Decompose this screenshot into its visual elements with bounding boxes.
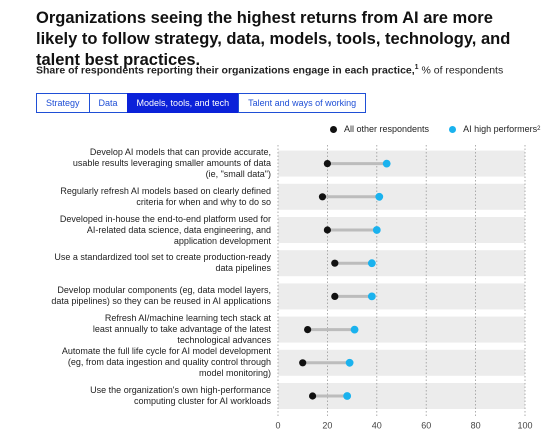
row-label: Regularly refresh AI models based on cle… [21, 186, 271, 208]
x-tick-label: 40 [372, 421, 382, 431]
chart-title: Organizations seeing the highest returns… [36, 9, 511, 69]
row-label-line: Developed in-house the end-to-end platfo… [59, 213, 271, 224]
point-all-other [323, 226, 331, 234]
legend-footnote: 2 [537, 126, 541, 132]
row-label: Develop AI models that can provide accur… [21, 147, 271, 180]
row-band [278, 250, 525, 277]
point-all-other [318, 193, 327, 201]
row-label: Use the organization's own high-performa… [21, 385, 271, 407]
row-band [278, 283, 525, 310]
row-label-line: Regularly refresh AI models based on cle… [60, 185, 271, 196]
point-all-other [331, 259, 339, 267]
row-label-line: least annually to take advantage of the … [92, 324, 271, 335]
x-tick-label: 20 [322, 421, 332, 431]
row-label-line: data pipelines [215, 263, 271, 274]
legend-label-high: AI high performers [463, 124, 538, 134]
subtitle-unit: % of respondents [418, 64, 504, 77]
subtitle-footnote: 1 [414, 64, 419, 71]
subtitle-bold: Share of respondents reporting their org… [36, 64, 415, 77]
legend-dot-other [330, 125, 337, 133]
row-label-line: application development [173, 235, 271, 246]
row-label-line: Automate the full life cycle for AI mode… [61, 346, 271, 357]
row-label: Developed in-house the end-to-end platfo… [21, 214, 271, 247]
x-tick-label: 0 [275, 421, 280, 431]
row-label-line: Develop AI models that can provide accur… [89, 147, 271, 158]
point-all-other [323, 160, 331, 168]
row-label-line: Use the organization's own high-performa… [90, 385, 271, 395]
row-label-line: Develop modular components (eg, data mod… [57, 285, 271, 296]
tab-talent[interactable]: Talent and ways of working [238, 93, 367, 113]
point-high-performer [372, 226, 381, 234]
tab-strategy[interactable]: Strategy [36, 93, 90, 113]
row-label-line: Use a standardized tool set to create pr… [54, 252, 271, 263]
point-high-performer [343, 392, 352, 400]
row-label: Refresh AI/machine learning tech stack a… [21, 313, 271, 346]
row-label: Develop modular components (eg, data mod… [21, 285, 271, 307]
row-label-line: (eg, from data ingestion and quality con… [67, 357, 271, 368]
row-label-line: usable results leveraging smaller amount… [72, 158, 271, 169]
legend-label-other: All other respondents [344, 124, 430, 134]
category-tabs: Strategy Data Models, tools, and tech Ta… [36, 93, 367, 113]
legend-item-other: All other respondents [330, 124, 429, 134]
point-high-performer [382, 159, 391, 168]
x-tick-label: 60 [421, 421, 431, 431]
legend-dot-high [449, 125, 457, 133]
point-high-performer [367, 292, 376, 301]
row-label-line: Refresh AI/machine learning tech stack a… [104, 313, 271, 324]
row-label-line: computing cluster for AI workloads [133, 396, 271, 406]
row-label-line: model monitoring) [198, 368, 271, 379]
point-high-performer [375, 192, 384, 201]
point-high-performer [345, 358, 354, 367]
point-all-other [331, 292, 339, 300]
point-all-other [308, 392, 317, 400]
row-label-line: data pipelines) so they can be reused in… [51, 296, 271, 307]
chart-subtitle: Share of respondents reporting their org… [36, 64, 546, 77]
x-tick-label: 80 [471, 421, 481, 431]
row-label-line: (ie, "small data") [205, 169, 271, 180]
point-all-other [299, 359, 307, 367]
point-high-performer [350, 325, 359, 334]
legend-item-high: AI high performers 2 [449, 124, 540, 134]
row-label: Automate the full life cycle for AI mode… [21, 346, 271, 379]
chart-legend: All other respondents AI high performers… [330, 124, 554, 134]
row-label-line: criteria for when and why to do so [136, 196, 271, 207]
row-label: Use a standardized tool set to create pr… [21, 252, 271, 274]
row-band [278, 150, 525, 177]
row-label-line: AI-related data science, data engineerin… [86, 224, 271, 235]
point-all-other [304, 326, 312, 334]
tab-data[interactable]: Data [88, 93, 128, 113]
x-tick-label: 100 [517, 421, 532, 431]
row-band [278, 183, 525, 210]
row-label-line: technological advances [177, 335, 271, 346]
point-high-performer [367, 259, 376, 268]
row-band [278, 217, 525, 243]
